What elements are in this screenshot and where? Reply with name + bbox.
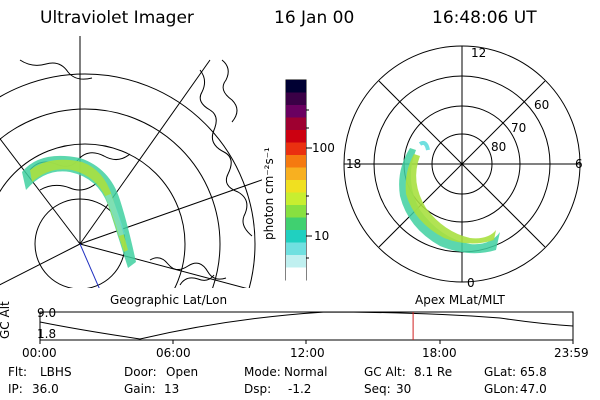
lat-80-label: 80 [491, 140, 507, 154]
ip-value: 36.0 [32, 382, 59, 396]
colorbar-tick-100: 100 [312, 141, 335, 155]
mode-label: Mode: [244, 365, 281, 379]
door-label: Door: [124, 365, 157, 379]
date-label: 16 Jan 00 [274, 8, 355, 28]
magnetic-panel-label: Apex MLat/MLT [415, 293, 505, 307]
mlt-0-label: 0 [467, 276, 475, 290]
colorbar-cell [286, 217, 306, 231]
colorbar-cell [286, 80, 306, 93]
mlt-6-label: 6 [575, 157, 583, 171]
glat-value: 65.8 [520, 365, 547, 379]
mlt-12-label: 12 [471, 46, 487, 60]
timeline-tick-1800: 18:00 [422, 346, 457, 360]
geographic-map [0, 36, 262, 288]
colorbar-cell [286, 167, 306, 181]
instrument-title: Ultraviolet Imager [40, 8, 194, 28]
gain-value: 13 [164, 382, 180, 396]
colorbar-cell [286, 105, 306, 118]
gc-alt-value: 8.1 Re [414, 365, 453, 379]
lat-60-label: 60 [534, 98, 550, 112]
magnetic-polar-map [343, 45, 581, 283]
colorbar-cell [286, 242, 306, 256]
colorbar-cell [286, 92, 306, 106]
colorbar-cell [286, 142, 306, 156]
colorbar-cell [286, 255, 306, 268]
colorbar-unit-label: photon cm⁻²s⁻¹ [262, 147, 276, 240]
lat-70-label: 70 [511, 121, 527, 135]
mode-value: Normal [284, 365, 328, 379]
gain-label: Gain: [124, 382, 156, 396]
colorbar-tick-10: 10 [314, 229, 330, 243]
dsp-label: Dsp: [244, 382, 272, 396]
colorbar-cell [286, 192, 306, 206]
altitude-timeline [39, 311, 574, 344]
colorbar [285, 79, 312, 281]
timeline-tick-0600: 06:00 [156, 346, 191, 360]
colorbar-cell [286, 117, 306, 131]
geographic-panel-label: Geographic Lat/Lon [110, 293, 228, 307]
colorbar-cell [286, 267, 306, 281]
filter-label: Flt: [8, 365, 27, 379]
timeline-y-bottom: 1.8 [37, 327, 57, 341]
colorbar-cell [286, 180, 306, 193]
glon-label: GLon: [484, 382, 519, 396]
door-value: Open [166, 365, 199, 379]
colorbar-cell [286, 205, 306, 218]
colorbar-cell [286, 230, 306, 243]
timeline-tick-1200: 12:00 [290, 346, 325, 360]
glat-label: GLat: [484, 365, 517, 379]
mlt-18-label: 18 [346, 157, 362, 171]
colorbar-cell [286, 130, 306, 143]
timeline-tick-0000: 00:00 [22, 346, 57, 360]
timeline-y-top: 9.0 [37, 306, 57, 320]
seq-label: Seq: [364, 382, 391, 396]
timeline-tick-2359: 23:59 [554, 346, 589, 360]
dsp-value: -1.2 [288, 382, 312, 396]
glon-value: 47.0 [520, 382, 547, 396]
ip-label: IP: [8, 382, 23, 396]
time-label: 16:48:06 UT [432, 8, 537, 28]
colorbar-cell [286, 155, 306, 168]
gc-alt-label: GC Alt: [364, 365, 406, 379]
timeline-axis-label: GC Alt [0, 301, 12, 339]
filter-value: LBHS [40, 365, 72, 379]
seq-value: 30 [396, 382, 412, 396]
